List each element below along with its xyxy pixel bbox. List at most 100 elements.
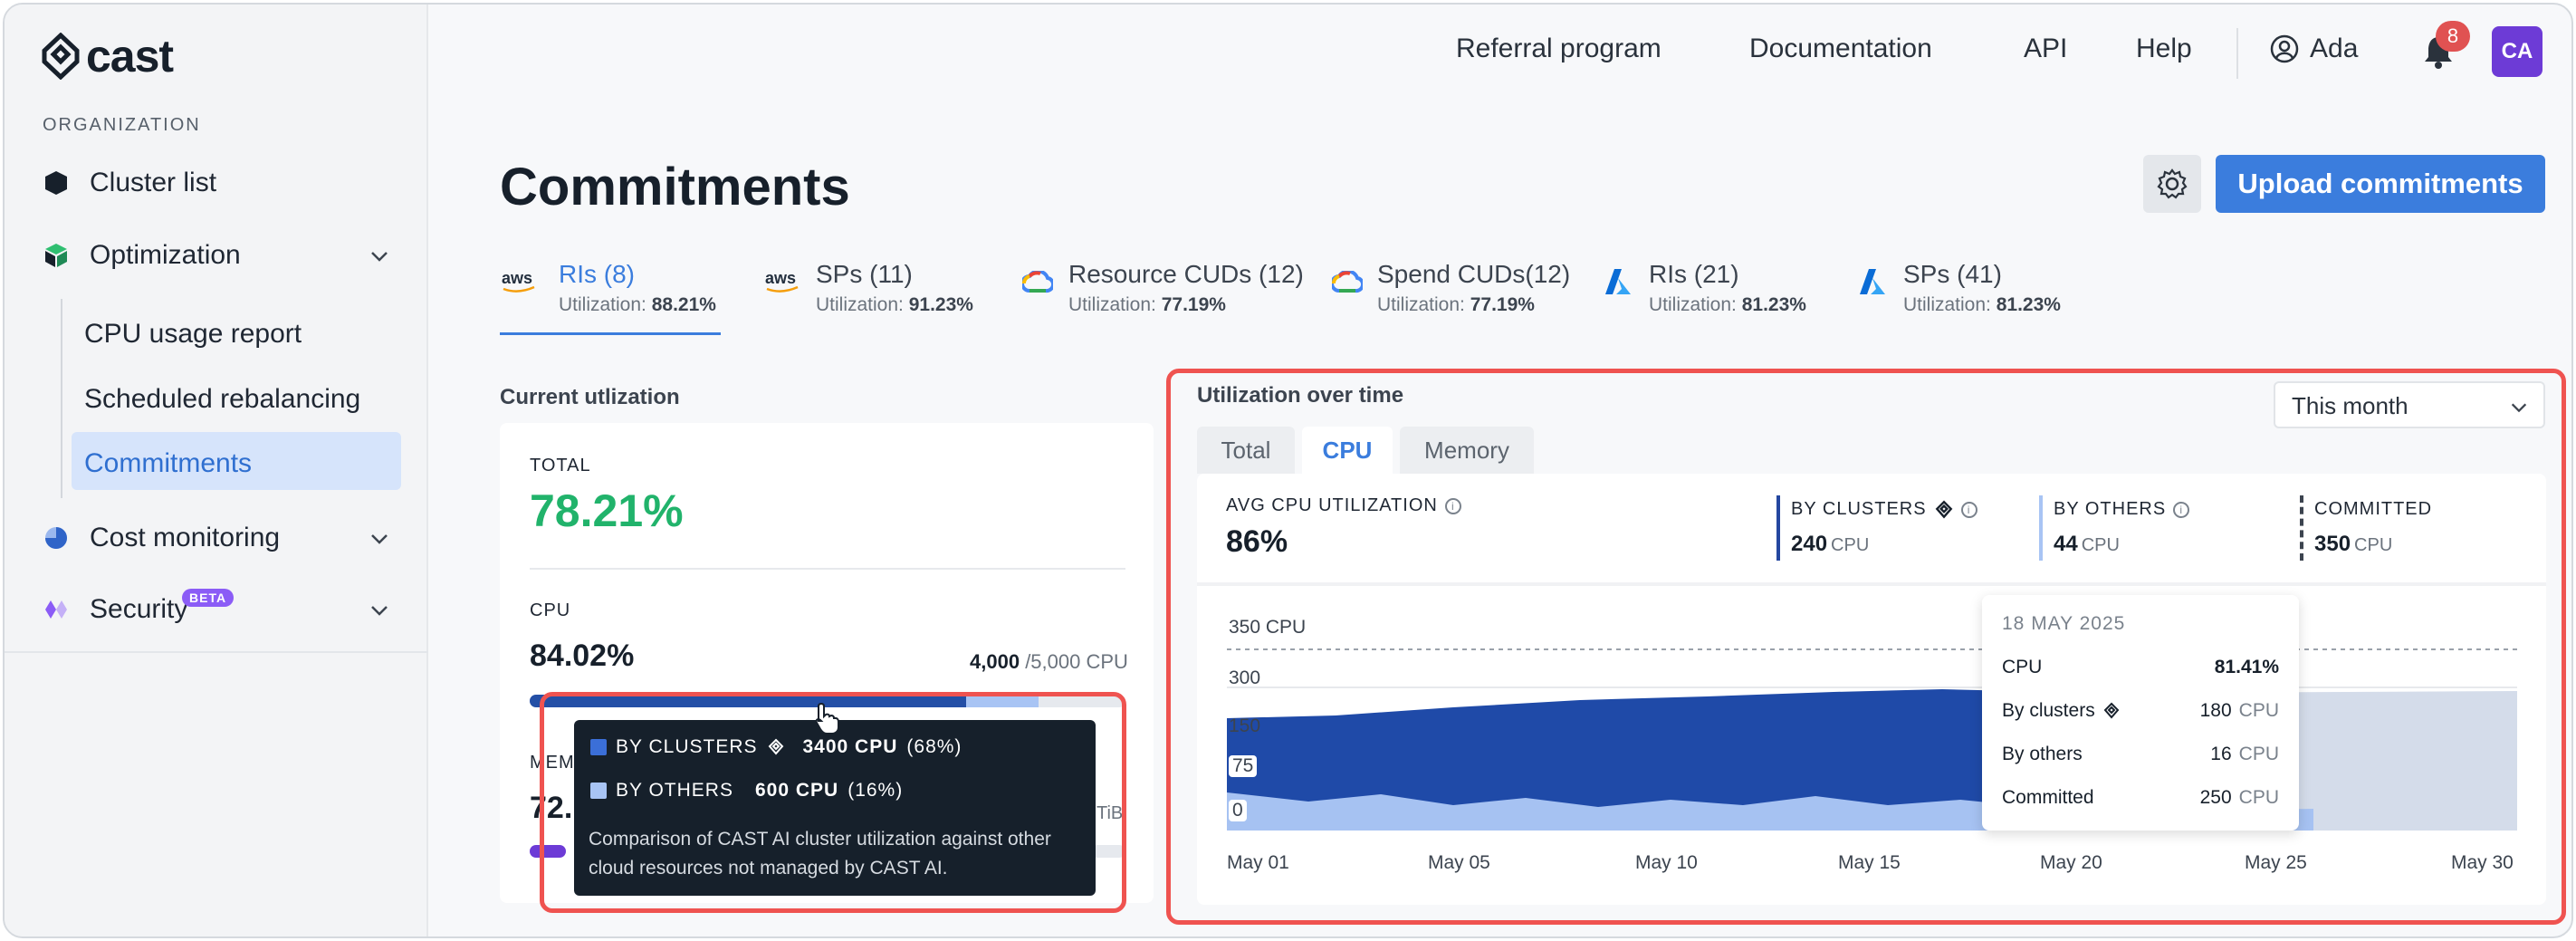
- referral-link[interactable]: Referral program: [1456, 34, 1661, 63]
- memory-bar-track: [1091, 845, 1125, 858]
- tooltip-others-pct: (16%): [847, 780, 904, 801]
- x-tick: May 01: [1227, 852, 1289, 873]
- info-icon[interactable]: i: [2173, 501, 2190, 518]
- by-others-label: BY OTHERS i: [2054, 499, 2190, 520]
- sidebar-item-label: Security: [90, 594, 188, 624]
- tab-utilization: Utilization: 88.21%: [559, 294, 716, 316]
- cpu-percent: 84.02%: [530, 639, 635, 673]
- tooltip-clusters-label-wrap: By clusters: [2002, 700, 2121, 722]
- util-value: 91.23%: [908, 294, 973, 315]
- card-divider: [1197, 582, 2546, 586]
- tab-gcp-spend-cuds[interactable]: Spend CUDs(12) Utilization: 77.19%: [1377, 260, 1570, 316]
- tab-total[interactable]: Total: [1197, 427, 1295, 474]
- sidebar-subitem-commitments[interactable]: Commitments: [84, 448, 253, 478]
- tab-azure-sps[interactable]: SPs (41) Utilization: 81.23%: [1903, 260, 2061, 316]
- tooltip-others-label: BY OTHERS: [616, 780, 733, 801]
- documentation-link[interactable]: Documentation: [1749, 34, 1932, 63]
- util-label: Utilization:: [816, 294, 904, 315]
- cast-logo-icon: [768, 738, 783, 755]
- date-range-select[interactable]: This month: [2274, 381, 2545, 428]
- by-clusters-number: 240: [1791, 532, 1828, 556]
- cast-logo-icon: [42, 33, 80, 80]
- tab-label: RIs (8): [559, 260, 635, 288]
- sidebar: cast ORGANIZATION Cluster list Optimizat…: [5, 5, 428, 936]
- date-range-value: This month: [2292, 392, 2408, 419]
- settings-button[interactable]: [2143, 155, 2201, 213]
- optimization-icon: [43, 242, 70, 269]
- chevron-down-icon[interactable]: [369, 245, 390, 267]
- sidebar-item-cost-monitoring[interactable]: Cost monitoring: [43, 523, 280, 553]
- sidebar-item-optimization[interactable]: Optimization: [43, 240, 241, 271]
- tooltip-row-committed: Committed 250 CPU: [2002, 787, 2279, 809]
- over-time-card: [1197, 474, 2546, 905]
- sidebar-item-cluster-list[interactable]: Cluster list: [43, 168, 216, 198]
- chevron-down-icon[interactable]: [369, 528, 390, 550]
- cube-icon: [43, 169, 70, 197]
- y-tick-150: 150: [1229, 715, 1261, 736]
- util-value: 81.23%: [1996, 294, 2061, 315]
- tooltip-committed-value-wrap: 250 CPU: [2200, 787, 2279, 809]
- cpu-label: CPU: [530, 600, 571, 620]
- cast-logo-icon: [2103, 702, 2120, 719]
- util-label: Utilization:: [1068, 294, 1156, 315]
- user-menu[interactable]: Ada: [2270, 34, 2358, 64]
- org-label: ORGANIZATION: [43, 115, 201, 135]
- tab-aws-sps[interactable]: SPs (11) Utilization: 91.23%: [816, 260, 973, 316]
- tab-memory[interactable]: Memory: [1400, 427, 1534, 474]
- api-link[interactable]: API: [2024, 34, 2068, 63]
- avg-cpu-label-text: AVG CPU UTILIZATION: [1226, 495, 1438, 515]
- azure-icon: [1860, 269, 1885, 294]
- logo[interactable]: cast: [41, 30, 174, 82]
- x-tick: May 25: [2245, 852, 2307, 873]
- cast-logo-icon: [1935, 499, 1952, 519]
- info-icon[interactable]: i: [1960, 501, 1977, 518]
- util-label: Utilization:: [1377, 294, 1465, 315]
- user-icon: [2270, 34, 2299, 63]
- subnav-line: [61, 299, 62, 498]
- app-window: cast ORGANIZATION Cluster list Optimizat…: [3, 3, 2573, 938]
- active-highlight: [72, 432, 401, 490]
- tab-aws-ris[interactable]: RIs (8) Utilization: 88.21%: [559, 260, 716, 316]
- page-title: Commitments: [500, 158, 850, 216]
- highlight-box: [540, 692, 1126, 913]
- sidebar-subitem-cpu-usage-report[interactable]: CPU usage report: [84, 319, 302, 349]
- avatar[interactable]: CA: [2492, 26, 2542, 77]
- cpu-bar-others[interactable]: [966, 695, 1039, 707]
- util-value: 77.19%: [1161, 294, 1226, 315]
- gcp-icon: [1022, 271, 1053, 293]
- chevron-down-icon[interactable]: [369, 600, 390, 621]
- tooltip-others-value-wrap: 16 CPU: [2210, 744, 2279, 765]
- cpu-bar-clusters[interactable]: [530, 695, 966, 707]
- total-label: TOTAL: [530, 456, 591, 475]
- tab-utilization: Utilization: 81.23%: [1649, 294, 1806, 316]
- divider: [530, 568, 1125, 570]
- tab-azure-ris[interactable]: RIs (21) Utilization: 81.23%: [1649, 260, 1806, 316]
- utilization-chart[interactable]: [1200, 584, 2522, 847]
- security-icon: [43, 596, 70, 623]
- tooltip-clusters-value: 3400 CPU: [802, 736, 898, 757]
- notification-badge: 8: [2436, 21, 2470, 52]
- aws-icon: aws: [765, 269, 799, 293]
- highlight-box: [1166, 369, 2566, 925]
- active-tab-underline: [500, 332, 721, 335]
- tab-utilization: Utilization: 91.23%: [816, 294, 973, 316]
- chart-tooltip: 18 MAY 2025 CPU 81.41% By clusters 180 CP…: [1982, 595, 2299, 831]
- gear-icon: [2157, 168, 2188, 199]
- memory-bar[interactable]: [530, 845, 566, 858]
- tab-gcp-resource-cuds[interactable]: Resource CUDs (12) Utilization: 77.19%: [1068, 260, 1304, 316]
- tab-cpu[interactable]: CPU: [1302, 427, 1393, 474]
- sidebar-subitem-scheduled-rebalancing[interactable]: Scheduled rebalancing: [84, 384, 361, 414]
- tab-label: SPs (11): [816, 260, 913, 288]
- clusters-indicator: [1776, 495, 1780, 561]
- tab-label: Resource CUDs (12): [1068, 260, 1304, 288]
- help-link[interactable]: Help: [2136, 34, 2192, 63]
- tab-label: RIs (21): [1649, 260, 1739, 288]
- memory-unit: TiB: [1096, 803, 1124, 823]
- upload-commitments-button[interactable]: Upload commitments: [2216, 155, 2545, 213]
- unit: CPU: [2354, 535, 2393, 555]
- azure-icon: [1605, 269, 1631, 294]
- committed-indicator: [2300, 495, 2303, 561]
- info-icon[interactable]: i: [1444, 497, 1461, 514]
- user-name: Ada: [2310, 34, 2359, 63]
- sidebar-item-security[interactable]: Security: [43, 594, 187, 625]
